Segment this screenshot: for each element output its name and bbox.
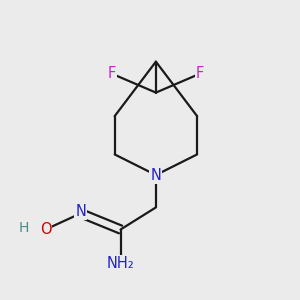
Text: N: N: [151, 167, 161, 182]
Text: NH₂: NH₂: [107, 256, 134, 271]
Text: F: F: [108, 66, 116, 81]
Text: O: O: [40, 222, 51, 237]
Text: N: N: [75, 204, 86, 219]
Text: F: F: [196, 66, 204, 81]
Text: H: H: [18, 221, 28, 235]
